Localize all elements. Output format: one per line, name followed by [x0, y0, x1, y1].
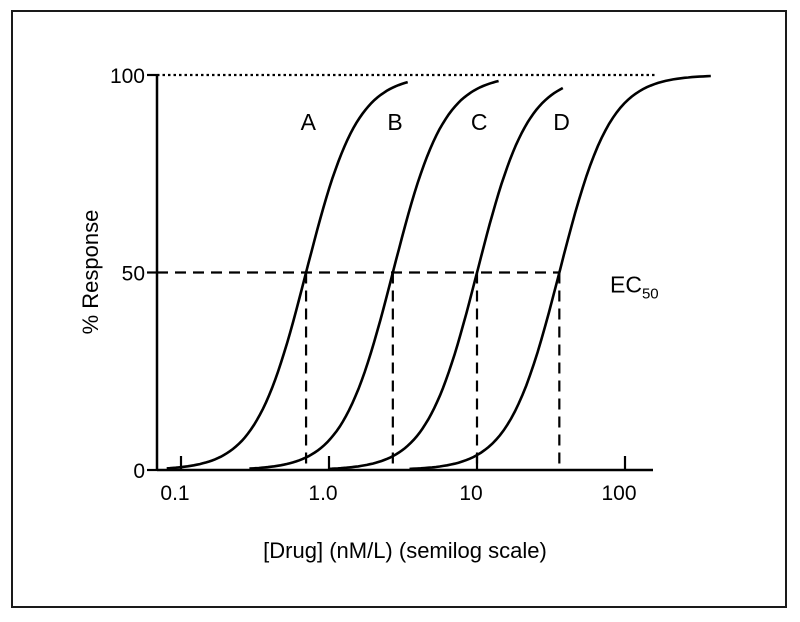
- curve-label-a: A: [301, 109, 317, 135]
- ec50-annotation: EC50: [610, 272, 659, 303]
- x-tick-label-0.1: 0.1: [160, 482, 189, 505]
- curve-c: [328, 86, 564, 471]
- y-axis-title: % Response: [78, 210, 103, 335]
- curve-label-b: B: [387, 109, 402, 135]
- ec50-annotation-subscript: 50: [642, 286, 659, 303]
- curve-b: [249, 79, 499, 470]
- ticks: 0.1 1.0 10 100 0 50 100: [110, 65, 637, 505]
- curve-label-c: C: [471, 109, 488, 135]
- reference-lines: [157, 73, 655, 470]
- ec50-annotation-main: EC: [610, 272, 642, 298]
- y-tick-label-100: 100: [110, 65, 145, 88]
- curve-a: [166, 80, 409, 470]
- x-tick-label-1.0: 1.0: [308, 482, 337, 505]
- x-tick-label-10: 10: [459, 482, 482, 505]
- y-tick-label-0: 0: [133, 460, 145, 483]
- curve-d: [409, 74, 711, 471]
- chart-frame: [11, 10, 787, 608]
- labels: A B C D EC50: [301, 109, 659, 303]
- y-tick-label-50: 50: [122, 263, 145, 286]
- x-axis-title: [Drug] (nM/L) (semilog scale): [263, 538, 547, 563]
- curve-label-d: D: [553, 109, 570, 135]
- x-tick-label-100: 100: [601, 482, 636, 505]
- curves: [166, 74, 711, 471]
